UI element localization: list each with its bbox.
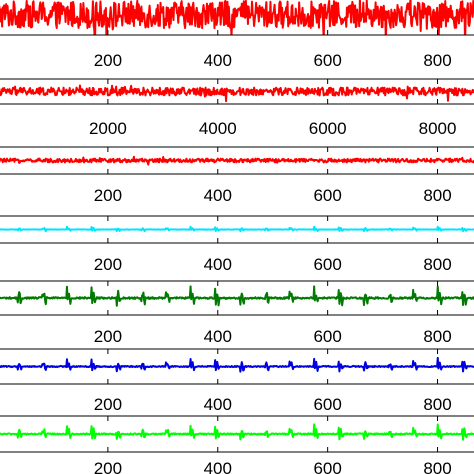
- x-tick-label: 400: [204, 327, 232, 346]
- axes-box: [0, 78, 474, 105]
- x-tick-label: 600: [313, 51, 341, 70]
- x-tick-label: 800: [423, 51, 451, 70]
- panel-6: 200 400 600 800: [0, 348, 474, 414]
- x-tick-label: 400: [204, 459, 232, 474]
- axes-box: [0, 348, 474, 385]
- series-line: [0, 84, 474, 103]
- panel-1: 200 400 600 800: [0, 0, 474, 70]
- panel-4: 200 400 600 800: [0, 215, 474, 274]
- axes-box: [0, 280, 474, 316]
- series-line: [0, 285, 474, 307]
- panel-3: 200 400 600 800: [0, 146, 474, 205]
- series-line: [0, 356, 474, 373]
- x-tick-label: 400: [204, 51, 232, 70]
- x-tick-label: 600: [313, 327, 341, 346]
- axes-box: [0, 146, 474, 175]
- x-tick-label: 200: [94, 186, 122, 205]
- x-tick-label: 8000: [419, 119, 457, 138]
- series-line: [0, 155, 474, 166]
- x-tick-label: 600: [313, 255, 341, 274]
- series-line: [0, 423, 474, 441]
- x-tick-label: 400: [204, 186, 232, 205]
- x-tick-label: 4000: [199, 119, 237, 138]
- x-tick-label: 200: [94, 395, 122, 414]
- panel-2: 2000 4000 6000 8000: [0, 78, 474, 138]
- x-tick-label: 800: [423, 186, 451, 205]
- axes-box: [0, 415, 474, 453]
- panel-7: 200 400 600 800: [0, 415, 474, 474]
- axes-box: [0, 34, 474, 36]
- x-tick-label: 600: [313, 186, 341, 205]
- x-tick-label: 200: [94, 255, 122, 274]
- x-tick-label: 800: [423, 327, 451, 346]
- x-tick-label: 400: [204, 395, 232, 414]
- x-tick-label: 2000: [89, 119, 127, 138]
- x-tick-label: 200: [94, 327, 122, 346]
- x-tick-label: 200: [94, 51, 122, 70]
- x-tick-label: 6000: [309, 119, 347, 138]
- panel-5: 200 400 600 800: [0, 280, 474, 346]
- axes-box: [0, 215, 474, 244]
- x-tick-label: 800: [423, 395, 451, 414]
- x-tick-label: 200: [94, 459, 122, 474]
- series-line: [0, 0, 474, 35]
- series-line: [0, 225, 474, 233]
- x-tick-label: 800: [423, 459, 451, 474]
- x-tick-label: 600: [313, 459, 341, 474]
- x-tick-label: 800: [423, 255, 451, 274]
- x-tick-label: 400: [204, 255, 232, 274]
- x-tick-label: 600: [313, 395, 341, 414]
